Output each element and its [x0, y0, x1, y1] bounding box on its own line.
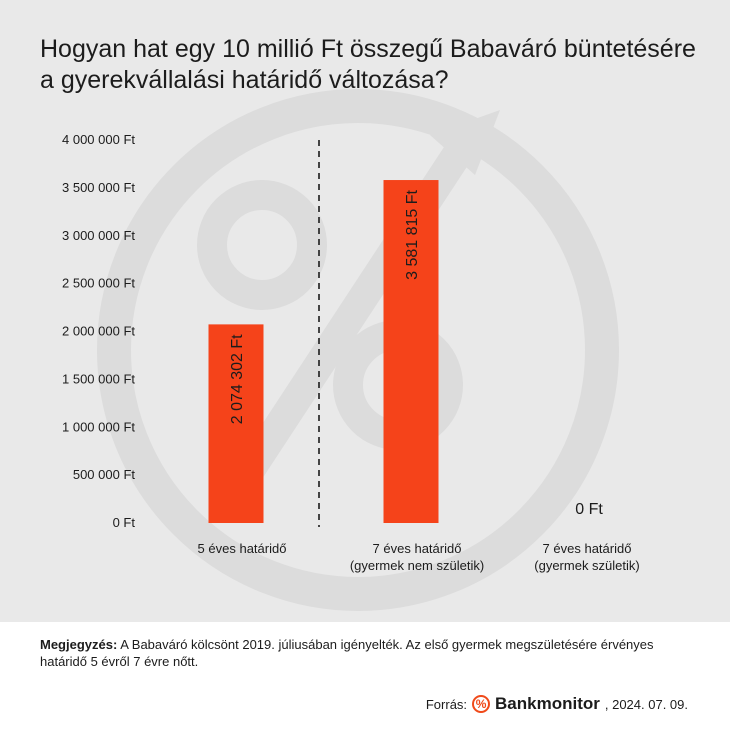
source-line: Forrás: % Bankmonitor, 2024. 07. 09. — [426, 694, 688, 714]
y-tick-label: 3 000 000 Ft — [62, 228, 135, 243]
source-date: , 2024. 07. 09. — [604, 696, 688, 712]
chart-title: Hogyan hat egy 10 millió Ft összegű Baba… — [40, 35, 696, 94]
data-label: 2 074 302 Ft — [229, 334, 246, 424]
footnote-label: Megjegyzés: — [40, 637, 118, 652]
bar — [383, 180, 439, 524]
data-label: 3 581 815 Ft — [404, 189, 421, 279]
footnote-text: A Babaváró kölcsönt 2019. júliusában igé… — [40, 637, 654, 669]
category-label: 7 éves határidő — [373, 541, 462, 556]
category-label: 5 éves határidő — [198, 541, 287, 556]
bankmonitor-logo-icon: % — [472, 695, 491, 713]
bar-chart: 0 Ft 500 000 Ft 1 000 000 Ft 1 500 000 Ft 2 … — [62, 132, 640, 573]
y-tick-label: 0 Ft — [113, 515, 136, 530]
y-tick-label: 2 500 000 Ft — [62, 276, 135, 291]
source-label: Forrás: — [425, 696, 468, 712]
y-tick-label: 4 000 000 Ft — [62, 132, 135, 147]
source-brand: Bankmonitor — [495, 694, 600, 713]
category-label: (gyermek születik) — [534, 558, 639, 573]
data-label: 0 Ft — [575, 501, 603, 518]
y-tick-label: 1 500 000 Ft — [62, 371, 135, 386]
bar — [208, 324, 264, 523]
y-tick-label: 2 000 000 Ft — [62, 324, 135, 339]
percent-watermark-icon — [97, 89, 619, 611]
y-tick-label: 3 500 000 Ft — [62, 180, 135, 195]
y-tick-label: 500 000 Ft — [73, 467, 136, 482]
y-tick-label: 1 000 000 Ft — [62, 419, 135, 434]
chart-panel: Hogyan hat egy 10 millió Ft összegű Baba… — [0, 0, 730, 622]
category-label: (gyermek nem születik) — [350, 558, 484, 573]
footnote: Megjegyzés: A Babaváró kölcsönt 2019. jú… — [40, 636, 700, 670]
category-label: 7 éves határidő — [543, 541, 632, 556]
